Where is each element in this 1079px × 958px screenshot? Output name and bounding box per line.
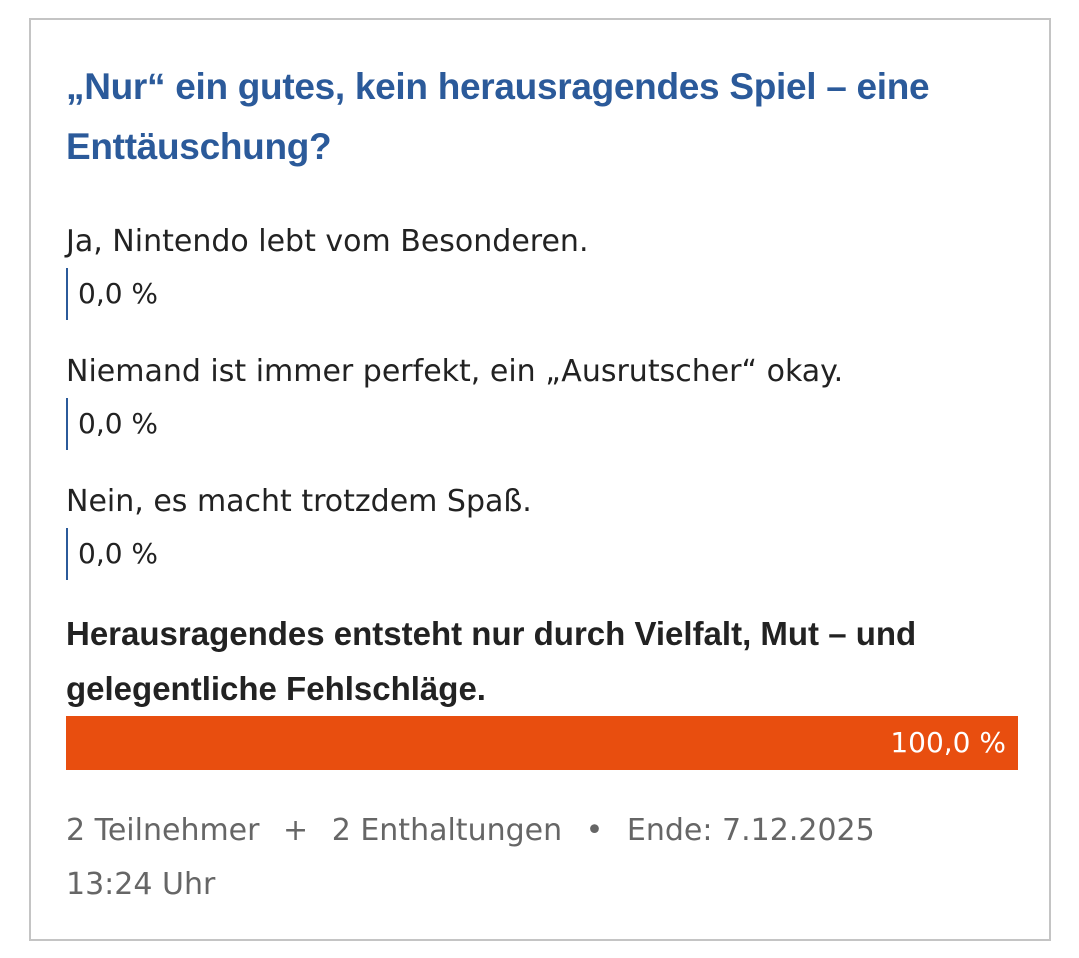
poll-card: „Nur“ ein gutes, kein herausragendes Spi… [29, 18, 1051, 941]
result-percent: 0,0 % [78, 277, 159, 310]
result-bar [66, 716, 1018, 770]
result-bar [66, 398, 68, 450]
result-percent: 100,0 % [890, 726, 1006, 759]
option-result: 100,0 % [66, 716, 1018, 770]
result-percent: 0,0 % [78, 407, 159, 440]
poll-title: „Nur“ ein gutes, kein herausragendes Spi… [66, 66, 930, 167]
separator: + [283, 813, 309, 848]
end-date: Ende: 7.12.2025 13:24 Uhr [66, 813, 875, 902]
option-label: Niemand ist immer perfekt, ein „Ausrutsc… [66, 354, 844, 389]
option-label: Herausragendes entsteht nur durch Vielfa… [66, 615, 917, 707]
option-label: Nein, es macht trotzdem Spaß. [66, 484, 532, 519]
option-result: 0,0 % [66, 398, 1018, 450]
separator: • [585, 813, 604, 848]
option-label: Ja, Nintendo lebt vom Besonderen. [66, 224, 589, 259]
participants: 2 Teilnehmer [66, 813, 260, 848]
abstentions: 2 Enthaltungen [331, 813, 563, 848]
poll-footer: 2 Teilnehmer + 2 Enthaltungen • Ende: 7.… [66, 804, 966, 912]
result-percent: 0,0 % [78, 537, 159, 570]
option-result: 0,0 % [66, 268, 1018, 320]
option-result: 0,0 % [66, 528, 1018, 580]
poll-content: „Nur“ ein gutes, kein herausragendes Spi… [66, 57, 1018, 912]
result-bar [66, 528, 68, 580]
poll-options: Ja, Nintendo lebt vom Besonderen. 0,0 % Ni… [66, 216, 1018, 770]
result-bar [66, 268, 68, 320]
